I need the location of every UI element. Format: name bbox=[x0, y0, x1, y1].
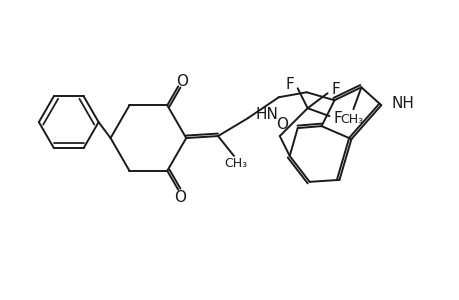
Text: O: O bbox=[275, 117, 287, 132]
Text: NH: NH bbox=[391, 96, 413, 111]
Text: CH₃: CH₃ bbox=[339, 112, 362, 126]
Text: O: O bbox=[176, 74, 188, 89]
Text: F: F bbox=[330, 82, 339, 97]
Text: CH₃: CH₃ bbox=[224, 158, 247, 170]
Text: O: O bbox=[174, 190, 186, 205]
Text: F: F bbox=[285, 77, 293, 92]
Text: HN: HN bbox=[255, 107, 278, 122]
Text: F: F bbox=[332, 111, 341, 126]
